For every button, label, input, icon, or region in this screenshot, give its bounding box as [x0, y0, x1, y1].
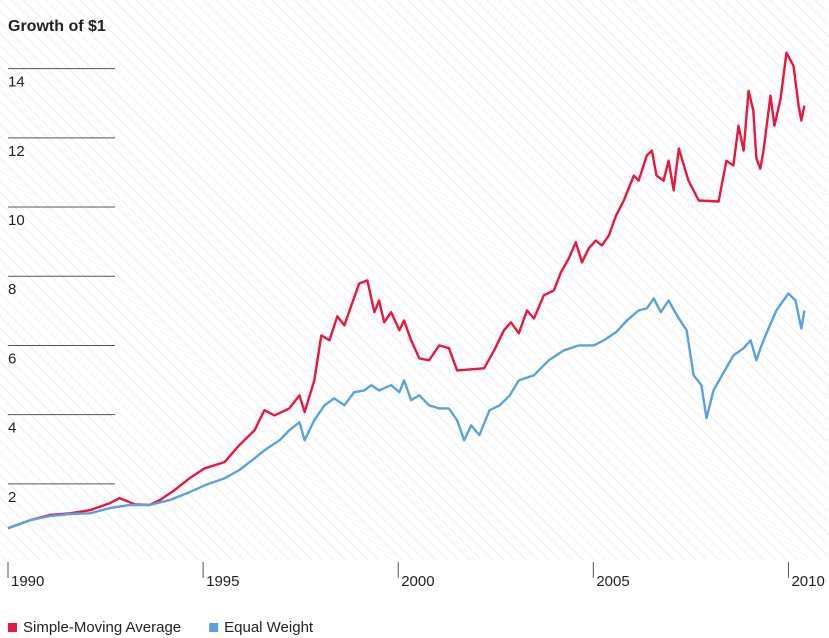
y-tick-label: 8 [8, 281, 16, 298]
y-tick-label: 6 [8, 350, 16, 367]
background-hatch [0, 0, 829, 560]
chart-title: Growth of $1 [8, 18, 106, 35]
legend-label: Equal Weight [224, 619, 314, 636]
y-tick-label: 4 [8, 420, 16, 437]
legend-label: Simple-Moving Average [23, 619, 181, 636]
series-line [7, 51, 806, 530]
y-tick-label: 10 [8, 212, 25, 229]
y-tick-label: 12 [8, 143, 25, 160]
legend-swatch [209, 623, 219, 632]
x-tick-label: 1995 [206, 573, 239, 590]
x-tick-label: 2005 [596, 573, 629, 590]
series-line [7, 292, 806, 530]
x-tick-label: 2010 [791, 573, 824, 590]
x-tick-label: 1990 [11, 573, 44, 590]
y-tick-label: 2 [8, 489, 16, 506]
x-tick-label: 2000 [401, 573, 434, 590]
legend-swatch [8, 623, 17, 632]
y-tick-label: 14 [8, 74, 25, 91]
